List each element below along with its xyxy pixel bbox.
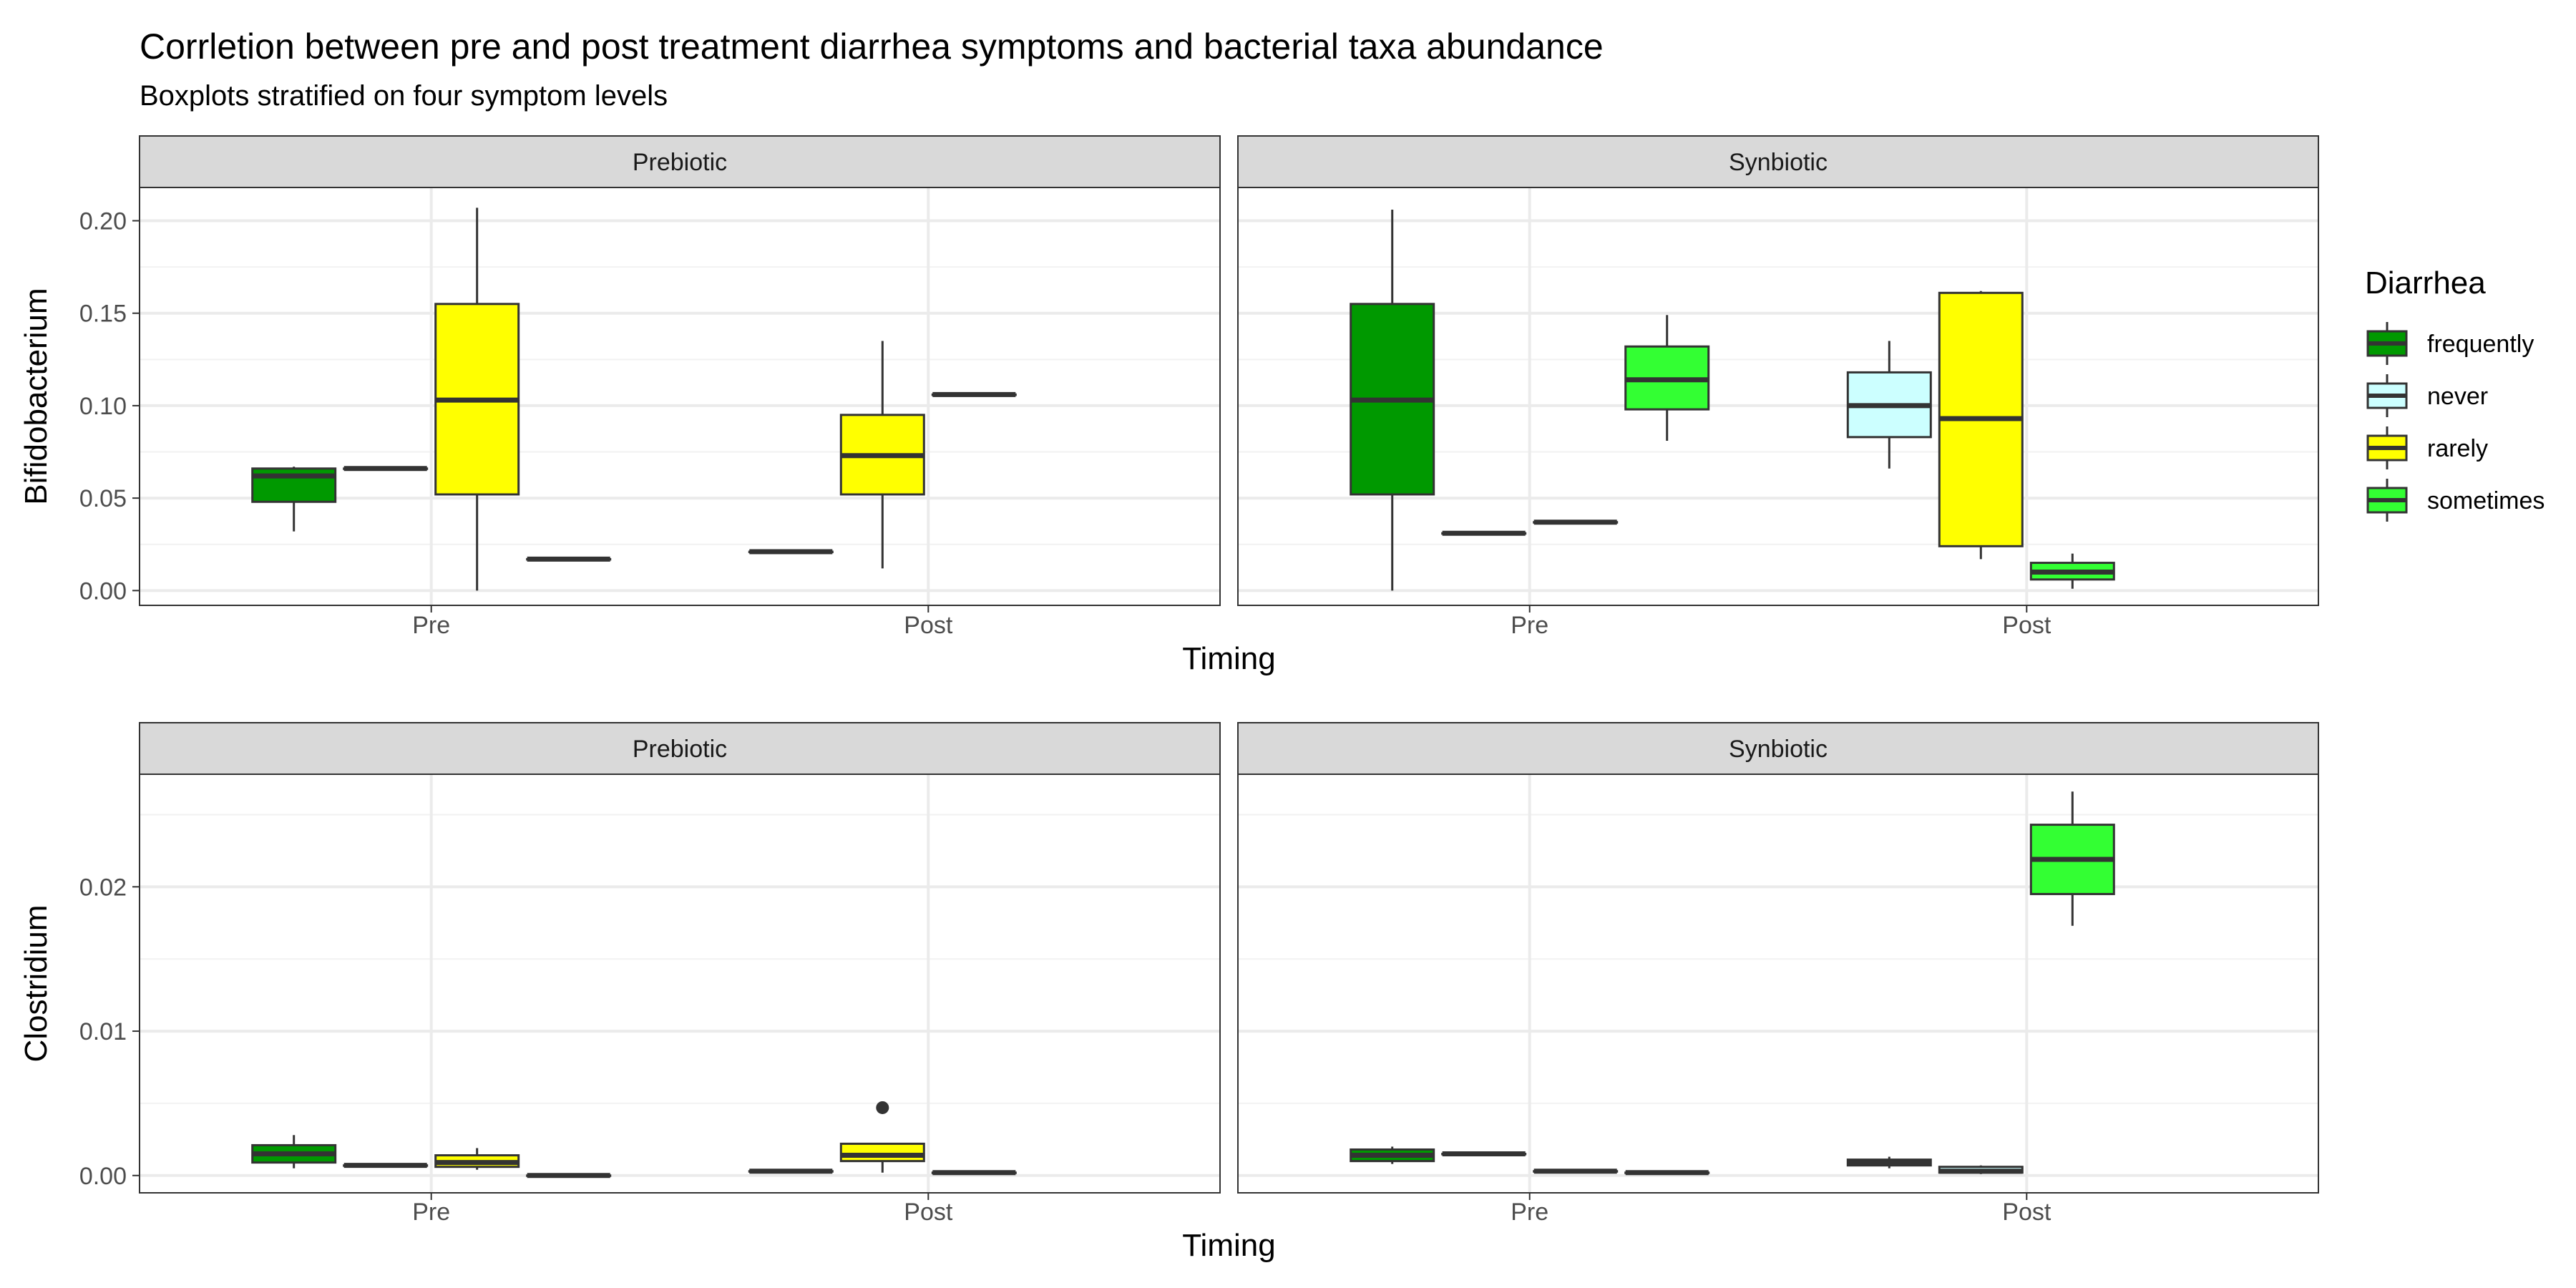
facet-strip [1237, 722, 2319, 775]
panel-border [139, 774, 1221, 1194]
x-tick-label: Post [904, 1199, 953, 1226]
box-rarely [839, 1142, 925, 1163]
facet-label: Synbiotic [1729, 149, 1828, 176]
x-tick-label: Post [2002, 1199, 2051, 1226]
y-axis-title: Clostridium [19, 904, 54, 1062]
x-tick-label: Post [2002, 612, 2051, 639]
facet-label: Synbiotic [1729, 736, 1828, 763]
chart-subtitle: Boxplots stratified on four symptom leve… [140, 80, 668, 112]
x-tick-label: Pre [412, 612, 450, 639]
facet-label: Prebiotic [633, 736, 727, 763]
legend-title: Diarrhea [2365, 265, 2486, 301]
facet-strip [139, 722, 1221, 775]
x-tick-label: Pre [1511, 1199, 1548, 1226]
panel-border [1237, 774, 2319, 1194]
x-axis-title: Timing [1182, 1228, 1275, 1263]
chart-title: Corrletion between pre and post treatmen… [140, 26, 1604, 67]
y-tick-label: 0.20 [79, 208, 127, 235]
facet-label: Prebiotic [633, 149, 727, 176]
facet-strip [1237, 135, 2319, 188]
outlier-point [876, 1101, 889, 1114]
x-tick-label: Pre [412, 1199, 450, 1226]
x-tick-label: Pre [1511, 612, 1548, 639]
y-tick-label: 0.10 [79, 393, 127, 420]
legend-label: never [2427, 383, 2488, 410]
y-tick-label: 0.05 [79, 485, 127, 512]
y-tick-label: 0.01 [79, 1018, 127, 1045]
y-axis-title: Bifidobacterium [19, 288, 54, 504]
y-tick-label: 0.00 [79, 1163, 127, 1190]
y-tick-label: 0.02 [79, 874, 127, 901]
panel-border [139, 187, 1221, 606]
y-tick-label: 0.15 [79, 301, 127, 328]
legend-label: frequently [2427, 331, 2534, 358]
x-axis-title: Timing [1182, 641, 1275, 676]
legend-label: sometimes [2427, 487, 2545, 514]
y-tick-label: 0.00 [79, 577, 127, 605]
x-tick-label: Post [904, 612, 953, 639]
facet-strip [139, 135, 1221, 188]
legend-label: rarely [2427, 435, 2488, 462]
